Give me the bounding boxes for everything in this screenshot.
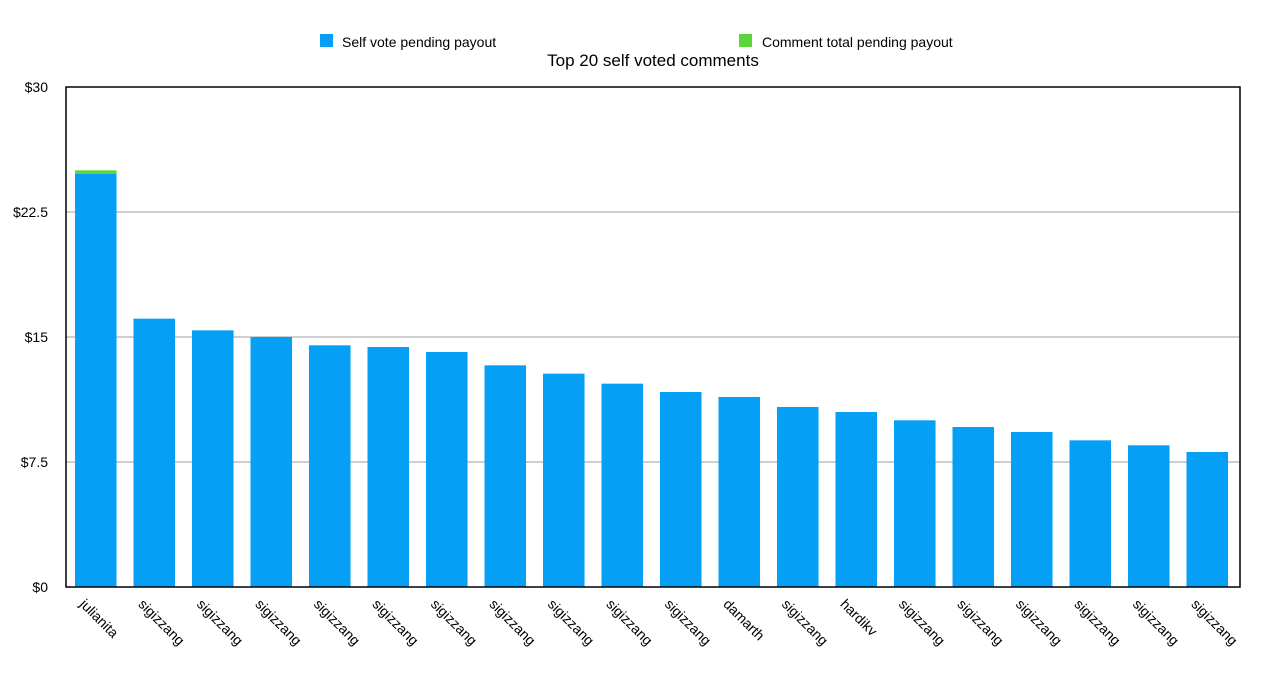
legend: Self vote pending payout Comment total p… — [320, 34, 953, 50]
bar-self-vote — [1069, 440, 1112, 587]
bar-self-vote — [835, 412, 878, 587]
y-tick-label: $30 — [25, 79, 49, 95]
x-tick-label: sigizzang — [603, 596, 656, 649]
legend-label-comment-total: Comment total pending payout — [762, 34, 953, 50]
x-tick-label: sigizzang — [369, 596, 422, 649]
bar-self-vote — [894, 420, 936, 587]
x-tick-label: sigizzang — [1071, 596, 1124, 649]
plot-area-border — [65, 86, 1241, 588]
bar-self-vote — [426, 352, 468, 587]
bar-self-vote — [952, 427, 995, 587]
x-tick-label: sigizzang — [486, 596, 539, 649]
x-tick-label: sigizzang — [779, 596, 832, 649]
x-tick-label: sigizzang — [1188, 596, 1241, 649]
x-tick-label: sigizzang — [252, 596, 305, 649]
legend-swatch-self-vote — [320, 34, 333, 47]
bar-self-vote — [309, 345, 351, 587]
x-tick-label: sigizzang — [1130, 596, 1183, 649]
bar-self-vote — [777, 407, 819, 587]
chart-title: Top 20 self voted comments — [547, 51, 759, 70]
bar-self-vote — [1128, 445, 1170, 587]
bar-self-vote — [660, 392, 702, 587]
bar-comment-total — [75, 170, 117, 174]
y-tick-label: $22.5 — [13, 204, 48, 220]
bar-self-vote — [367, 347, 410, 587]
bar-self-vote — [1011, 432, 1053, 587]
y-tick-label: $15 — [25, 329, 49, 345]
bar-self-vote — [1186, 452, 1229, 587]
y-tick-label: $7.5 — [21, 454, 48, 470]
x-tick-label: damarth — [720, 596, 768, 644]
legend-label-self-vote: Self vote pending payout — [342, 34, 496, 50]
x-tick-label: hardikv — [837, 596, 880, 639]
y-tick-label: $0 — [32, 579, 48, 595]
x-tick-label: sigizzang — [954, 596, 1007, 649]
x-tick-label: sigizzang — [135, 596, 188, 649]
x-tick-label: sigizzang — [896, 596, 949, 649]
x-axis-labels: julianita sigizzang sigizzang sigizzang sigi… — [76, 595, 1241, 648]
bar-self-vote — [192, 330, 234, 587]
x-tick-label: sigizzang — [194, 596, 247, 649]
legend-swatch-comment-total — [739, 34, 752, 47]
x-tick-label: sigizzang — [662, 596, 715, 649]
bar-self-vote — [601, 383, 644, 587]
gridlines — [66, 211, 1240, 463]
bars — [75, 170, 1229, 587]
x-tick-label: sigizzang — [545, 596, 598, 649]
x-tick-label: sigizzang — [311, 596, 364, 649]
x-tick-label: sigizzang — [1013, 596, 1066, 649]
x-tick-label: sigizzang — [428, 596, 481, 649]
bar-self-vote — [133, 318, 176, 587]
y-axis-ticks: $0 $7.5 $15 $22.5 $30 — [13, 79, 48, 595]
bar-self-vote — [484, 365, 527, 587]
bar-self-vote — [250, 337, 293, 587]
x-tick-label: julianita — [76, 595, 122, 641]
bar-self-vote — [718, 397, 761, 587]
bar-self-vote — [543, 373, 585, 587]
bar-self-vote — [75, 173, 117, 587]
